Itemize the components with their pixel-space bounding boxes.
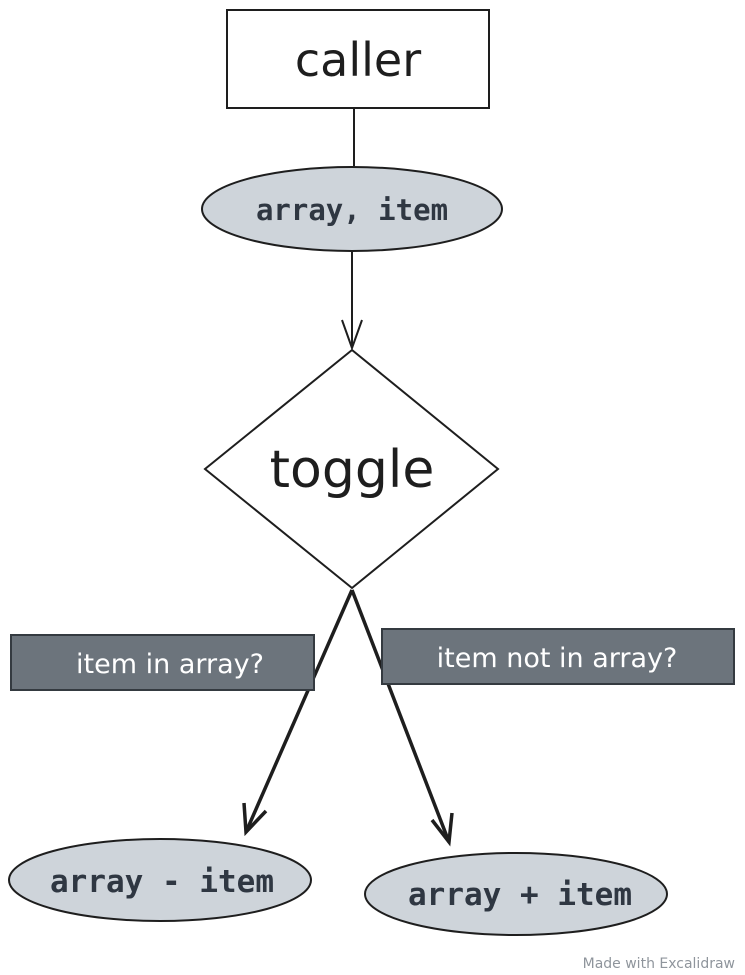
right-branch-arrow	[350, 589, 454, 847]
excalidraw-watermark: Made with Excalidraw	[583, 956, 735, 972]
toggle-diamond	[203, 348, 500, 590]
add-result-node: array + item	[364, 852, 668, 936]
caller-label: caller	[295, 33, 421, 87]
left-arrow-shaft	[244, 589, 354, 833]
arrowhead-icon	[341, 319, 363, 351]
left-condition-box	[10, 634, 315, 691]
remove-result-node: array - item	[8, 838, 312, 922]
left-condition-text: item in array?	[76, 649, 264, 680]
right-arrow-shaft	[350, 589, 451, 843]
args-node: array, item	[201, 166, 503, 252]
add-result-ellipse	[364, 852, 668, 936]
remove-result-label: array - item	[50, 864, 274, 900]
right-arrowhead-icon	[430, 812, 454, 847]
toggle-node: toggle	[203, 348, 500, 590]
toggle-label: toggle	[270, 440, 435, 500]
args-to-toggle-arrow	[341, 251, 363, 351]
add-result-label: array + item	[408, 877, 632, 913]
left-condition-label: item in array?	[10, 634, 315, 691]
caller-box	[226, 9, 490, 109]
remove-result-ellipse	[8, 838, 312, 922]
caller-node: caller	[226, 9, 490, 109]
left-branch-arrow	[242, 589, 354, 837]
right-condition-text: item not in array?	[437, 643, 678, 674]
right-condition-box	[381, 628, 735, 685]
right-condition-label: item not in array?	[381, 628, 735, 685]
args-label: array, item	[256, 193, 448, 227]
left-arrowhead-icon	[242, 802, 268, 837]
